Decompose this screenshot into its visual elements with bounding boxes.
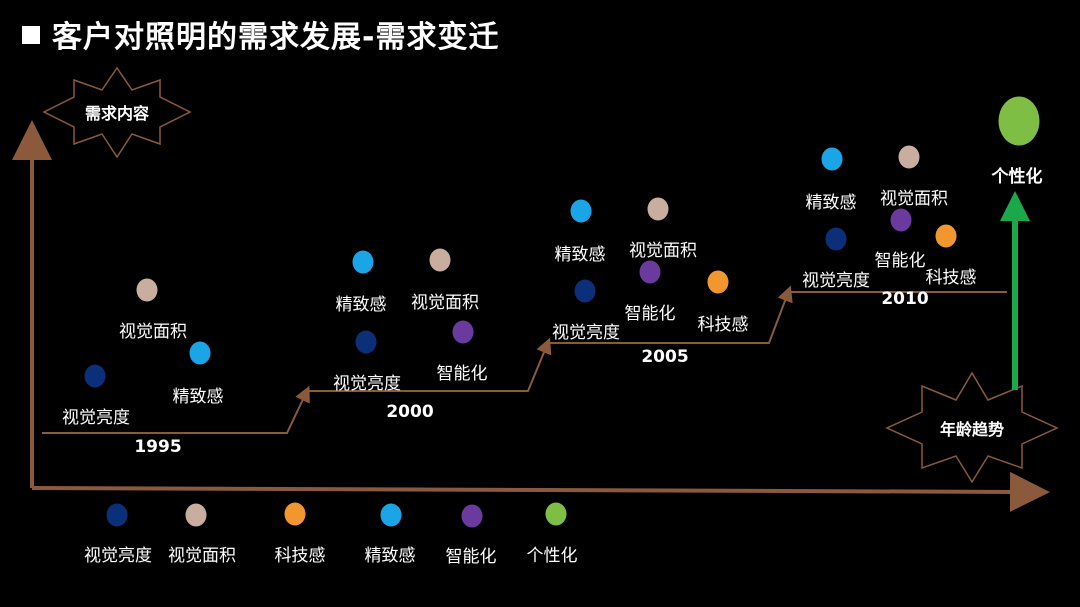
legend-dot-视觉面积 (185, 503, 207, 527)
stage-2000-label-精致感: 精致感 (335, 295, 387, 315)
legend-label-视觉亮度: 视觉亮度 (84, 546, 152, 566)
legend-dot-个性化 (545, 502, 567, 526)
stage-2010-dot-视觉面积 (898, 145, 920, 169)
year-2005: 2005 (641, 347, 689, 367)
star-bottom (885, 371, 1059, 484)
title-text: 客户对照明的需求发展-需求变迁 (52, 20, 500, 55)
legend-label-个性化: 个性化 (526, 546, 578, 566)
stage-2010-label-视觉亮度: 视觉亮度 (802, 271, 870, 291)
stage-2010-dot-精致感 (821, 147, 843, 171)
stage-2010-label-科技感: 科技感 (925, 268, 977, 288)
stage-2005-dot-视觉亮度 (574, 279, 596, 303)
title-bullet-icon (22, 26, 40, 44)
trend-dot (998, 96, 1040, 146)
year-2010: 2010 (881, 289, 929, 309)
stage-2010-label-精致感: 精致感 (805, 193, 857, 213)
stage-2005-label-视觉亮度: 视觉亮度 (552, 323, 620, 343)
stage-2010-label-视觉面积: 视觉面积 (880, 189, 948, 209)
legend-label-精致感: 精致感 (364, 546, 416, 566)
legend-label-智能化: 智能化 (445, 547, 497, 567)
star-bottom-label: 年龄趋势 (939, 420, 1005, 439)
legend-dot-科技感 (284, 502, 306, 526)
star-top-label: 需求内容 (84, 104, 150, 123)
staircase-step-2 (306, 337, 552, 392)
legend-label-视觉面积: 视觉面积 (168, 546, 236, 566)
legend-dot-视觉亮度 (106, 503, 128, 527)
stage-2005-dot-智能化 (639, 260, 661, 284)
year-1995: 1995 (134, 437, 182, 457)
stage-1995-label-视觉面积: 视觉面积 (119, 322, 187, 342)
stage-2000-label-视觉面积: 视觉面积 (411, 293, 479, 313)
stage-2005-label-精致感: 精致感 (554, 245, 606, 265)
stage-2000-dot-精致感 (352, 250, 374, 274)
stage-2000-label-智能化: 智能化 (436, 364, 488, 384)
star-top (42, 66, 192, 159)
stage-2000-label-视觉亮度: 视觉亮度 (333, 374, 401, 394)
stage-2005-dot-精致感 (570, 199, 592, 223)
stage-1995-label-视觉亮度: 视觉亮度 (62, 408, 130, 428)
stage-2005-dot-视觉面积 (647, 197, 669, 221)
legend-label-科技感: 科技感 (274, 546, 326, 566)
legend-dot-精致感 (380, 503, 402, 527)
stage-2010-dot-科技感 (935, 224, 957, 248)
stage-2005-label-视觉面积: 视觉面积 (629, 241, 697, 261)
stage-1995-dot-精致感 (189, 341, 211, 365)
stage-2000-dot-视觉亮度 (355, 330, 377, 354)
stage-2000-dot-视觉面积 (429, 248, 451, 272)
stage-2010-dot-智能化 (890, 208, 912, 232)
stage-1995-dot-视觉面积 (136, 278, 158, 302)
stage-2010-label-智能化: 智能化 (874, 251, 926, 271)
staircase-step-1 (42, 385, 310, 434)
stage-1995-dot-视觉亮度 (84, 364, 106, 388)
staircase-step-3 (547, 285, 793, 344)
stage-2010-dot-视觉亮度 (825, 227, 847, 251)
x-axis (31, 471, 1050, 512)
legend-dot-智能化 (461, 504, 483, 528)
stage-2005-label-智能化: 智能化 (624, 304, 676, 324)
year-2000: 2000 (386, 402, 434, 422)
stage-1995-label-精致感: 精致感 (172, 387, 224, 407)
page-title: 客户对照明的需求发展-需求变迁 (22, 12, 499, 56)
stage-2000-dot-智能化 (452, 320, 474, 344)
trend-label: 个性化 (991, 167, 1043, 187)
stage-2005-dot-科技感 (707, 270, 729, 294)
stage-2005-label-科技感: 科技感 (697, 315, 749, 335)
